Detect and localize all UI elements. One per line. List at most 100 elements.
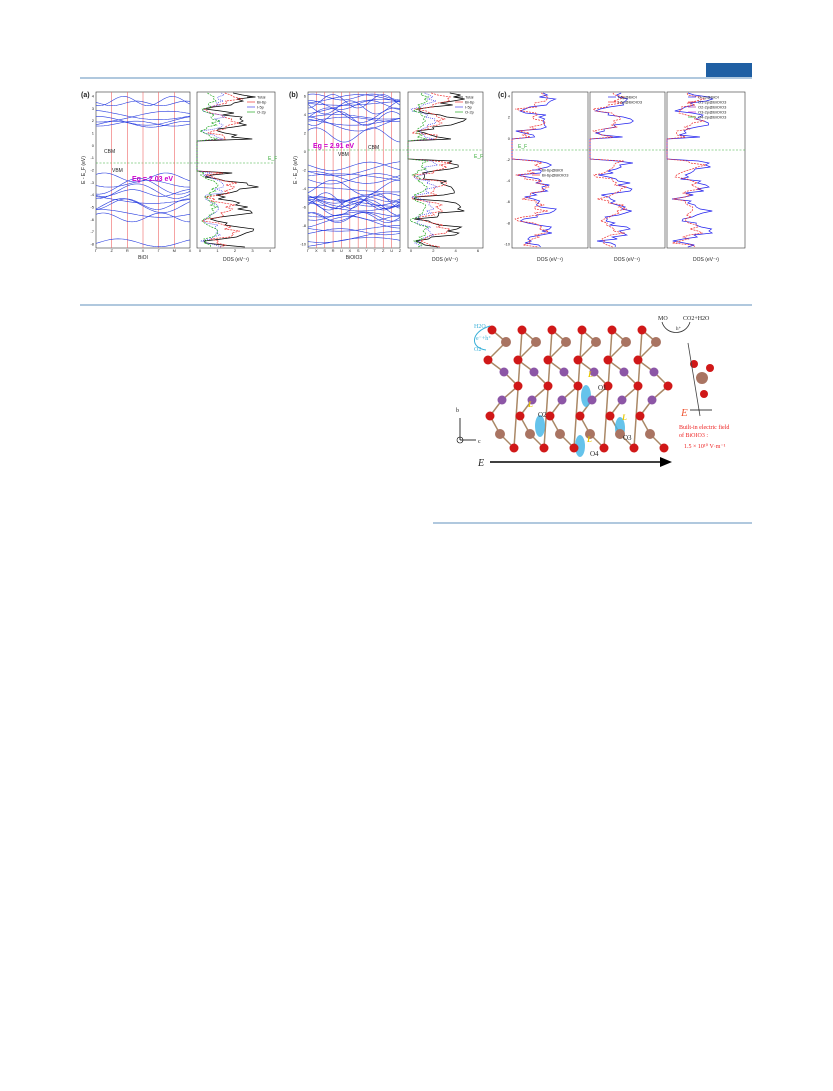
dos-curve: [407, 92, 468, 248]
x-tick-label: 2: [432, 248, 435, 253]
dos-curve: [666, 92, 706, 248]
band-line: [307, 111, 401, 126]
legend-label: Total: [465, 95, 474, 100]
atom: [485, 411, 495, 421]
k-point-label: S: [323, 248, 326, 253]
y-axis-label: E - E_F (eV): [81, 156, 87, 184]
band-line: [95, 120, 191, 127]
x-tick-label: 0: [410, 248, 413, 253]
k-point-label: Z: [382, 248, 385, 253]
l-mark: L: [621, 413, 627, 422]
band-line: [307, 194, 401, 204]
atom: [573, 355, 583, 365]
atom: [700, 390, 708, 398]
band-line: [307, 187, 401, 193]
band-line: [95, 196, 191, 204]
band-line: [95, 212, 190, 223]
panel-label: (b): [289, 92, 298, 99]
atom: [539, 443, 549, 453]
band-line: [307, 116, 401, 132]
band-line: [95, 183, 191, 199]
k-point-label: S: [357, 248, 360, 253]
atom: [621, 337, 631, 347]
atom: [483, 355, 493, 365]
products-label: CO2+H2O: [683, 316, 710, 322]
y-tick-label: 4: [304, 112, 307, 117]
band-line: [307, 173, 401, 185]
band-line: [95, 198, 191, 213]
dos-frame-c2: [589, 91, 666, 249]
atom: [509, 443, 519, 453]
k-point-label: M: [173, 248, 176, 253]
band-line: [96, 209, 191, 218]
band-line: [307, 214, 401, 221]
field-of: of BiOIO3 :: [679, 432, 708, 439]
legend-label: Bi-6p@BiOIO3: [542, 173, 569, 178]
band-line: [307, 101, 401, 106]
dos-frame-c1: [511, 91, 589, 249]
legend-label: Total: [257, 95, 266, 100]
band-line: [307, 161, 401, 177]
band-line: [307, 99, 401, 114]
atom: [651, 337, 661, 347]
x-axis-label: DOS (eV⁻¹): [432, 257, 458, 263]
band-line: [307, 198, 401, 207]
atom: [591, 337, 601, 347]
y-tick-label: -8: [90, 242, 94, 247]
atom: [635, 411, 645, 421]
vbm-label: VBM: [112, 168, 123, 174]
y-tick-label: -6: [302, 205, 306, 210]
legend-label: I-5p@BiOI: [618, 95, 637, 100]
legend-label: I-5p@BiOIO3: [618, 100, 643, 105]
fermi-label: E_F: [518, 144, 527, 150]
atom: [497, 395, 507, 405]
band-line: [96, 116, 191, 126]
atom: [525, 429, 535, 439]
panel-label: (a): [81, 92, 90, 99]
l-mark: L: [587, 370, 593, 379]
y-tick-label: 0: [92, 143, 95, 148]
atom: [487, 325, 497, 335]
atom: [619, 367, 629, 377]
k-point-label: Z: [399, 248, 402, 253]
k-point-label: Y: [365, 248, 368, 253]
band-line: [307, 231, 401, 243]
band-line: [307, 127, 401, 143]
band-line: [95, 180, 190, 188]
k-point-label: X: [315, 248, 318, 253]
x-tick-label: 1: [216, 248, 219, 253]
atom: [555, 429, 565, 439]
dos-curve: [589, 92, 634, 248]
fermi-label: E_F: [474, 154, 483, 160]
legend-label: O1-2p@BiOIO3: [698, 100, 727, 105]
atom: [501, 337, 511, 347]
band-line: [307, 199, 401, 210]
atom: [599, 443, 609, 453]
band-line: [307, 192, 401, 209]
y-tick-label: 1: [92, 131, 95, 136]
x-tick-label: 0: [199, 248, 202, 253]
y-tick-label: 0: [508, 136, 511, 141]
mo-label: MO: [658, 316, 668, 322]
k-point-label: Γ: [95, 248, 98, 253]
panel-label: (c): [498, 92, 507, 99]
atom: [515, 411, 525, 421]
atom: [559, 367, 569, 377]
band-line: [95, 100, 191, 107]
band-line: [307, 197, 401, 211]
band-line: [95, 121, 191, 128]
gap-label: Eg = 2.03 eV: [132, 176, 173, 183]
band-line: [307, 212, 401, 222]
x-tick-label: 3: [251, 248, 254, 253]
band-line: [307, 179, 401, 196]
band-line: [307, 199, 401, 216]
dos-frame-a: [196, 91, 276, 249]
band-line: [307, 94, 401, 103]
y-tick-label: -4: [302, 186, 306, 191]
y-tick-label: 2: [92, 118, 95, 123]
atom: [637, 325, 647, 335]
band-line: [307, 216, 401, 229]
arrow-head: [660, 457, 672, 467]
y-tick-label: -7: [90, 229, 94, 234]
